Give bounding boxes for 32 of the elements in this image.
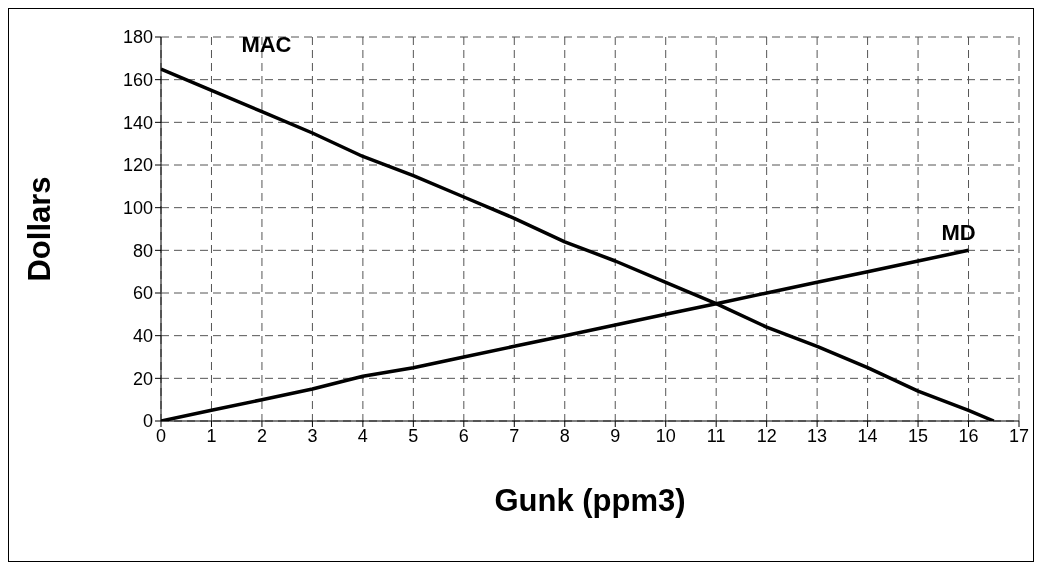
x-tick-label: 0 — [155, 425, 167, 446]
y-tick-label: 160 — [122, 70, 153, 91]
x-tick-label: 2 — [256, 425, 267, 446]
x-tick-label: 17 — [1008, 425, 1030, 446]
y-axis-title: Dollars — [22, 176, 58, 282]
x-tick-label: 9 — [610, 425, 621, 446]
y-tick-label: 60 — [132, 283, 153, 304]
y-tick-label: 40 — [132, 326, 153, 347]
x-tick-label: 10 — [655, 425, 676, 446]
x-tick-label: 12 — [756, 425, 777, 446]
x-tick-label: 13 — [807, 425, 828, 446]
x-tick-label: 1 — [206, 425, 217, 446]
y-tick-label: 180 — [122, 27, 153, 48]
y-tick-label: 20 — [132, 368, 153, 389]
x-tick-label: 8 — [559, 425, 570, 446]
x-tick-label: 6 — [458, 425, 469, 446]
x-axis-title: Gunk (ppm3) — [494, 483, 686, 518]
x-tick-label: 11 — [706, 425, 726, 446]
x-tick-label: 3 — [307, 425, 318, 446]
x-tick-label: 15 — [908, 425, 929, 446]
y-tick-label: 0 — [142, 411, 153, 432]
series-label: MAC — [241, 32, 292, 58]
y-tick-label: 140 — [122, 112, 153, 133]
x-tick-label: 7 — [509, 425, 520, 446]
y-tick-label: 120 — [122, 155, 153, 176]
x-tick-label: 4 — [357, 425, 368, 446]
series-label: MD — [941, 220, 976, 246]
y-tick-label: 100 — [122, 198, 153, 219]
x-tick-label: 5 — [408, 425, 419, 446]
y-tick-label: 80 — [132, 240, 153, 261]
x-tick-label: 16 — [958, 425, 979, 446]
x-tick-label: 14 — [857, 425, 878, 446]
